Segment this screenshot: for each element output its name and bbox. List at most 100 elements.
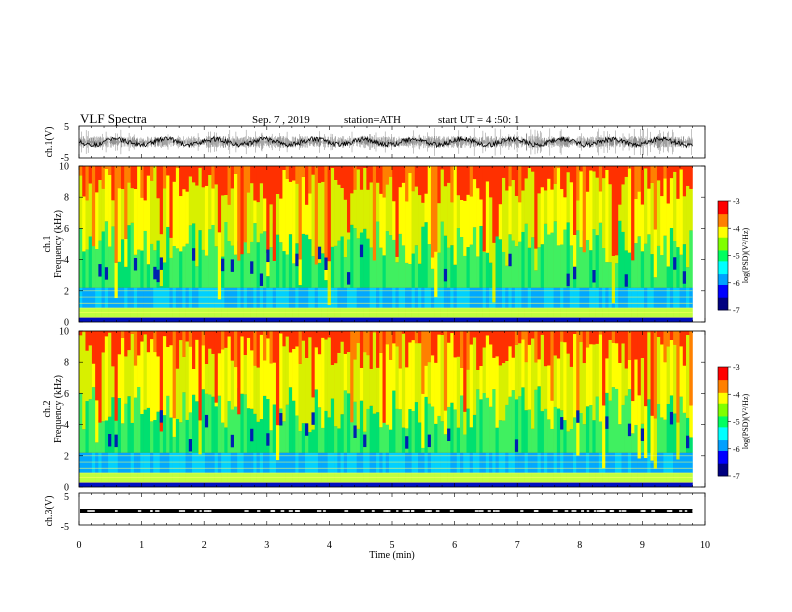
colorbar-cell [718, 242, 728, 245]
spectrogram-cell [101, 352, 106, 422]
spectrogram-cell [660, 482, 664, 487]
spectrogram-cell [279, 166, 283, 199]
spectrogram-cell [172, 482, 177, 487]
spectrogram-cell [656, 180, 661, 246]
spectrogram-cell [353, 452, 357, 473]
spectrogram-cell [537, 247, 542, 288]
spectrogram-cell [275, 331, 280, 426]
spectrogram-cell [101, 166, 106, 189]
spectrogram-cell [414, 482, 419, 487]
spectrogram-cell [227, 287, 232, 308]
spectrogram-cell [466, 166, 470, 195]
p-s2-tick-label: 4 [64, 420, 69, 431]
colorbar-cell [718, 273, 728, 276]
spectrogram-cell [259, 419, 264, 453]
spectrogram-cell [543, 166, 548, 191]
spectrogram-cell [573, 166, 577, 235]
spectrogram-cell [418, 422, 422, 453]
spectrogram-cell [637, 287, 642, 308]
spectrogram-cell [211, 353, 215, 397]
spectrogram-cell [295, 346, 299, 416]
spectrogram-cell [208, 482, 212, 487]
spectrogram-cell [263, 331, 267, 361]
spectrogram-cell [589, 331, 593, 345]
spectrogram-cell [211, 331, 215, 354]
spectrogram-cell [673, 452, 677, 473]
spectrogram-cell [263, 231, 267, 288]
spectrogram-cell [156, 287, 161, 308]
spectrogram-cell [463, 166, 467, 201]
spectrogram-cell [682, 412, 687, 453]
spectrogram-cell [656, 452, 661, 473]
x-tick-label: 7 [515, 540, 520, 551]
spectrogram-cell [327, 417, 332, 453]
spectrogram-cell [201, 317, 206, 322]
spectrogram-cell [298, 331, 303, 364]
spectrogram-cell [656, 482, 661, 487]
colorbar-cell [718, 370, 728, 373]
spectrogram-cell [263, 166, 267, 199]
spectrogram-cell [679, 169, 684, 255]
spectrogram-cell [579, 166, 583, 172]
spectrogram-cell [292, 180, 296, 264]
spectrogram-cell [556, 168, 561, 246]
spectrogram-cell [266, 276, 270, 288]
spectrogram-cell [298, 259, 303, 286]
p-s1-tick-label: 2 [64, 286, 69, 297]
spectrogram-cell [372, 166, 377, 261]
spectrogram-cell [560, 244, 564, 288]
spectrogram-cell [395, 262, 399, 288]
spectrogram-cell [243, 331, 248, 355]
spectrogram-cell [321, 181, 325, 254]
spectrogram-cell [279, 317, 283, 322]
spectrogram-cell [576, 317, 580, 322]
spectrogram-cell [608, 400, 613, 453]
spectrogram-cell [634, 482, 638, 487]
spectrogram-cell [492, 317, 496, 322]
spectrogram-cell [589, 317, 593, 322]
spectrogram-cell [579, 247, 583, 288]
spectrogram-cell [401, 427, 406, 453]
spectrogram-cell [140, 414, 144, 453]
spectrogram-cell [85, 200, 89, 250]
spectrogram-cell [427, 452, 432, 473]
spectrogram-cell [618, 452, 622, 473]
spectrogram-cell [501, 331, 506, 364]
spectrogram-cell [434, 423, 438, 453]
spectrogram-cell [576, 410, 580, 423]
spectrogram-cell [188, 287, 193, 308]
spectrogram-cell [631, 166, 635, 261]
spectrogram-cell [531, 287, 535, 308]
spectrogram-cell [133, 166, 138, 189]
spectrogram-cell [524, 287, 529, 308]
spectrogram-cell [521, 190, 525, 232]
colorbar-cell [718, 383, 728, 386]
colorbar-cell [718, 388, 728, 392]
spectrogram-cell [246, 482, 251, 487]
spectrogram-cell [285, 166, 290, 179]
spectrogram-cell [146, 264, 151, 288]
spectrogram-cell [679, 287, 684, 308]
spectrogram-cell [637, 452, 642, 473]
spectrogram-cell [686, 435, 690, 449]
spectrogram-cell [227, 336, 232, 402]
spectrogram-cell [524, 223, 529, 288]
spectrogram-cell [175, 287, 180, 308]
spectrogram-cell [195, 166, 199, 186]
spectrogram-cell [324, 331, 328, 340]
spectrogram-cell [527, 317, 532, 322]
spectrogram-cell [308, 452, 312, 473]
spectrogram-cell [418, 343, 422, 423]
spectrogram-cell [469, 166, 474, 197]
spectrogram-cell [531, 317, 535, 322]
spectrogram-cell [573, 334, 577, 418]
spectrogram-cell [185, 419, 190, 453]
spectrogram-cell [682, 452, 687, 473]
spectrogram-cell [514, 331, 519, 345]
spectrogram-cell [443, 235, 448, 288]
spectrogram-cell [130, 331, 135, 334]
x-tick-label: 0 [77, 540, 82, 551]
spectrogram-cell [266, 399, 270, 453]
spectrogram-cell [676, 317, 680, 322]
